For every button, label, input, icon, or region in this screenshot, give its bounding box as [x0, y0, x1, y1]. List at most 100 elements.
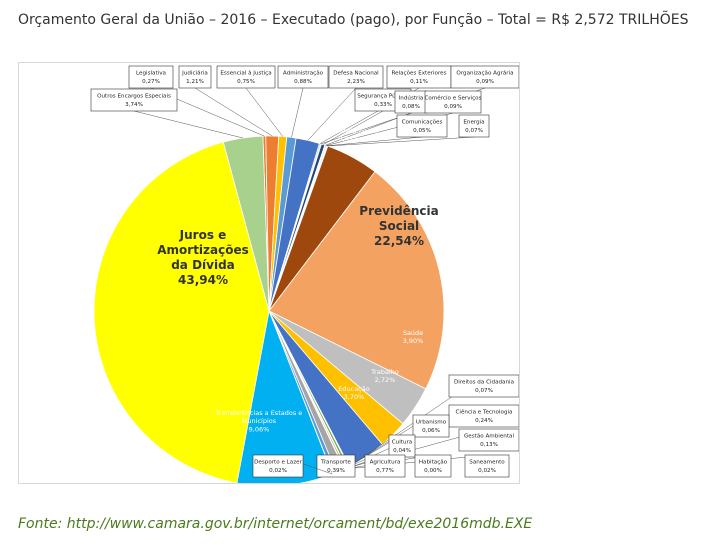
callout-value: 0,24%	[475, 418, 493, 424]
callout-box	[458, 114, 490, 138]
leader-line	[326, 136, 423, 147]
callout-label: Habitação	[419, 460, 448, 466]
pie-value-transferencias-a-estados-e-municipios: 9,06%	[249, 425, 270, 433]
callout-gestao-ambiental: Gestão Ambiental 0,13%	[345, 428, 519, 469]
callout-value: 0,27%	[142, 79, 160, 85]
callout-label: Legislativa	[136, 71, 166, 77]
callout-box	[448, 374, 519, 398]
callout-value: 3,74%	[125, 102, 143, 108]
pie-label-educacao: Educação	[338, 385, 369, 393]
callout-box	[414, 454, 452, 478]
pie-label-juros-e-amortizacoes-da-divida: Amortizações	[157, 243, 249, 257]
callout-box	[90, 88, 178, 112]
callout-legislativa: Legislativa 0,27%	[128, 65, 265, 137]
callout-box	[450, 65, 519, 89]
callout-desporto-e-lazer: Desporto e Lazer 0,02%	[252, 454, 333, 478]
callout-value: 0,04%	[393, 448, 411, 454]
callout-value: 0,07%	[465, 128, 483, 134]
pie-label-juros-e-amortizacoes-da-divida: da Dívida	[171, 258, 235, 272]
callout-value: 0,09%	[444, 104, 462, 110]
callout-label: Transporte	[320, 460, 351, 466]
callout-transporte: Transporte 0,39%	[316, 454, 356, 478]
callout-value: 0,88%	[294, 79, 312, 85]
callout-label: Cultura	[392, 440, 412, 446]
chart-title: Orçamento Geral da União – 2016 – Execut…	[18, 12, 689, 28]
callout-outros-encargos-especiais: Outros Encargos Especiais 3,74%	[90, 88, 243, 139]
callout-label: Agricultura	[370, 460, 401, 466]
leader-line	[133, 110, 243, 139]
callout-value: 0,02%	[269, 468, 287, 474]
callout-judiciaria: Judiciária 1,21%	[178, 65, 273, 137]
pie-value-educacao: 3,70%	[344, 393, 365, 401]
pie-slice-outros-encargos-especiais	[222, 135, 270, 312]
pie-value-saude: 3,90%	[403, 337, 424, 345]
callout-defesa-nacional: Defesa Nacional 2,23%	[307, 65, 384, 141]
callout-value: 0,33%	[374, 102, 392, 108]
callout-energia: Energia 0,07%	[327, 114, 490, 147]
pie-label-juros-e-amortizacoes-da-divida: Juros e	[179, 228, 227, 242]
callout-box	[128, 65, 174, 89]
callout-value: 0,75%	[237, 79, 255, 85]
callout-value: 0,77%	[376, 468, 394, 474]
pie-label-previdencia-social: Social	[379, 219, 419, 233]
callout-box	[277, 65, 329, 89]
pie-label-transferencias-a-estados-e-municipios: Transferências a Estados e	[215, 409, 303, 417]
callout-box	[412, 414, 450, 438]
callout-value: 0,09%	[476, 79, 494, 85]
pie-slice-previdencia-social	[268, 171, 445, 390]
leader-line	[291, 87, 304, 138]
callout-value: 0,39%	[327, 468, 345, 474]
callout-administracao: Administração 0,88%	[277, 65, 329, 138]
pie-label-previdencia-social: Previdência	[359, 204, 438, 218]
callout-label: Essencial à Justiça	[220, 70, 271, 77]
callout-label: Segurança Pública	[357, 93, 409, 100]
callout-label: Comunicações	[402, 120, 443, 126]
pie-label-transferencias-a-estados-e-municipios: Municípios	[242, 417, 277, 425]
callout-box	[464, 454, 510, 478]
callout-label: Comércio e Serviços	[424, 95, 481, 102]
callout-label: Organização Agrária	[456, 70, 513, 77]
callout-label: Ciência e Tecnologia	[456, 409, 513, 416]
pie-label-trabalho: Trabalho	[370, 368, 399, 376]
callout-box	[424, 90, 482, 114]
callout-value: 1,21%	[186, 79, 204, 85]
callout-box	[216, 65, 276, 89]
callout-label: Direitos da Cidadania	[454, 380, 514, 386]
source-prefix: Fonte:	[18, 516, 67, 532]
callout-value: 0,13%	[480, 442, 498, 448]
leader-line	[194, 87, 273, 137]
callout-label: Energia	[463, 120, 484, 126]
source-line: Fonte: http://www.camara.gov.br/internet…	[18, 516, 532, 532]
pie-value-juros-e-amortizacoes-da-divida: 43,94%	[178, 273, 228, 287]
pie-chart: Legislativa 0,27% Judiciária 1,21% Essencial…	[90, 65, 519, 483]
callout-box	[316, 454, 356, 478]
callout-value: 0,06%	[422, 428, 440, 434]
source-url[interactable]: http://www.camara.gov.br/internet/orcame…	[66, 516, 533, 532]
callout-label: Relações Exteriores	[392, 71, 447, 77]
pie-value-trabalho: 2,72%	[375, 376, 396, 384]
pie-label-saude: Saúde	[403, 329, 423, 337]
leader-line	[327, 136, 475, 147]
callout-value: 0,02%	[478, 468, 496, 474]
callout-box	[364, 454, 406, 478]
callout-agricultura: Agricultura 0,77%	[340, 454, 406, 478]
callout-value: 0,00%	[424, 468, 442, 474]
callout-box	[252, 454, 304, 478]
callout-label: Saneamento	[469, 460, 505, 466]
callout-box	[396, 114, 448, 138]
pie-value-assistencia-social: 5,02%	[339, 135, 360, 143]
callout-label: Administração	[283, 71, 324, 77]
callout-box	[458, 428, 519, 452]
callout-label: Urbanismo	[416, 420, 447, 426]
callout-label: Judiciária	[181, 70, 208, 77]
leader-line	[245, 87, 283, 137]
pie-value-previdencia-social: 22,54%	[374, 234, 424, 248]
callout-value: 0,11%	[410, 79, 428, 85]
pie-slice-juros-e-amortizacoes-da-divida	[93, 141, 270, 483]
leader-line	[307, 87, 357, 141]
callout-label: Defesa Nacional	[333, 71, 379, 77]
chart-frame: Legislativa 0,27% Judiciária 1,21% Essencial…	[18, 62, 520, 484]
leader-line	[323, 110, 384, 145]
callout-label: Desporto e Lazer	[254, 460, 302, 466]
callout-box	[178, 65, 212, 89]
